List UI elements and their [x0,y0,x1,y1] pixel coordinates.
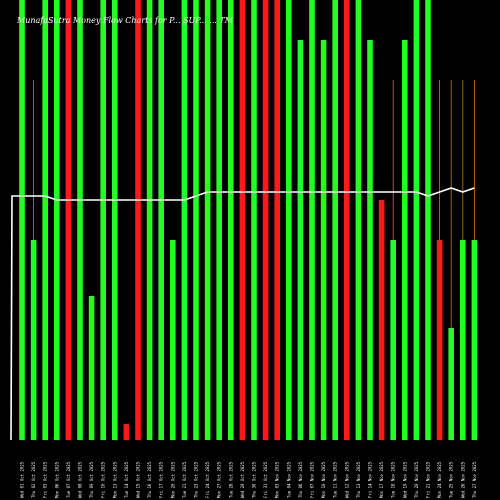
bar [471,240,478,440]
bar [297,40,304,440]
bar [378,200,385,440]
x-tick-label: Tue 18 Nov 2025 [391,461,396,498]
x-tick-label: Fri 31 Oct 2025 [263,461,268,498]
bar [77,0,83,440]
x-tick-label: Thu 13 Nov 2025 [356,461,361,498]
x-tick-label: Mon 27 Oct 2025 [217,461,222,498]
bar [19,0,25,440]
bar [413,0,420,440]
money-flow-line [10,187,475,441]
x-tick-label: Wed 15 Oct 2025 [136,461,141,498]
x-tick-label: Fri 14 Nov 2025 [368,461,373,498]
x-tick-label: Mon 17 Nov 2025 [379,461,384,498]
x-tick-label: Tue 11 Nov 2025 [333,461,338,498]
bar [390,240,396,440]
bar [448,328,454,440]
bar [436,240,443,440]
bar [344,0,350,440]
bar [460,240,466,440]
bar [332,0,338,440]
x-tick-label: Tue 07 Oct 2025 [66,461,71,498]
chart-title: MunafaSutra Money Flow Charts for P... S… [16,16,234,25]
x-tick-label: Thu 09 Oct 2025 [89,461,94,498]
bar [320,40,327,440]
bar [181,0,188,440]
bar [54,0,60,440]
x-tick-label: Fri 17 Oct 2025 [159,461,164,498]
x-tick-label: Tue 14 Oct 2025 [124,461,129,498]
x-tick-label: Mon 13 Oct 2025 [112,461,117,498]
bar [216,0,222,440]
x-tick-label: Mon 06 Oct 2025 [54,461,59,498]
bar [30,240,37,440]
x-tick-label: Wed 26 Nov 2025 [460,461,465,498]
x-tick-label: Wed 01 Oct 2025 [20,461,25,498]
bar [355,0,362,440]
x-tick-label: Fri 24 Oct 2025 [205,461,210,498]
x-tick-label: Fri 21 Nov 2025 [426,461,431,498]
bar [112,0,118,440]
x-tick-label: Fri 07 Nov 2025 [310,461,315,498]
bar [204,0,211,440]
bar [193,0,199,440]
x-tick-label: Thu 23 Oct 2025 [194,461,199,498]
x-tick-label: Thu 02 Oct 2025 [31,461,36,498]
bar [100,0,106,440]
bar [309,0,315,440]
x-tick-label: Mon 03 Nov 2025 [275,461,280,498]
x-tick-label: Tue 04 Nov 2025 [286,461,291,498]
bar [158,0,164,440]
x-tick-label: Wed 08 Oct 2025 [78,461,83,498]
bar [239,0,246,440]
x-tick-label: Mon 20 Oct 2025 [170,461,175,498]
bar [123,424,130,440]
x-tick-label: Thu 30 Oct 2025 [252,461,257,498]
x-tick-label: Tue 21 Oct 2025 [182,461,187,498]
bars [19,0,478,440]
x-tick-label: Thu 16 Oct 2025 [147,461,152,498]
x-tick-label: Wed 12 Nov 2025 [344,461,349,498]
x-tick-label: Wed 19 Nov 2025 [402,461,407,498]
x-tick-label: Thu 06 Nov 2025 [298,461,303,498]
x-tick-label: Thu 27 Nov 2025 [472,461,477,498]
bar [262,0,269,440]
x-tick-label: Wed 29 Oct 2025 [240,461,245,498]
x-tick-label: Tue 28 Oct 2025 [228,461,233,498]
bar [228,0,234,440]
x-tick-label: Mon 10 Nov 2025 [321,461,326,498]
bar [42,0,48,440]
bar [170,240,176,440]
x-axis-tick-labels: Wed 01 Oct 2025 Thu 02 Oct 2025 Fri 03 Oct… [20,461,477,498]
bar [402,40,408,440]
bar [135,0,141,440]
bar [88,296,95,440]
bar [274,0,280,440]
x-tick-label: Thu 20 Nov 2025 [414,461,419,498]
bar [146,0,153,440]
x-tick-label: Fri 10 Oct 2025 [101,461,106,498]
bar [251,0,257,440]
x-tick-label: Mon 24 Nov 2025 [437,461,442,498]
bar [286,0,292,440]
bar [65,0,72,440]
bar [367,40,373,440]
x-tick-label: Tue 25 Nov 2025 [449,461,454,498]
bar [425,0,431,440]
x-tick-label: Fri 03 Oct 2025 [43,461,48,498]
